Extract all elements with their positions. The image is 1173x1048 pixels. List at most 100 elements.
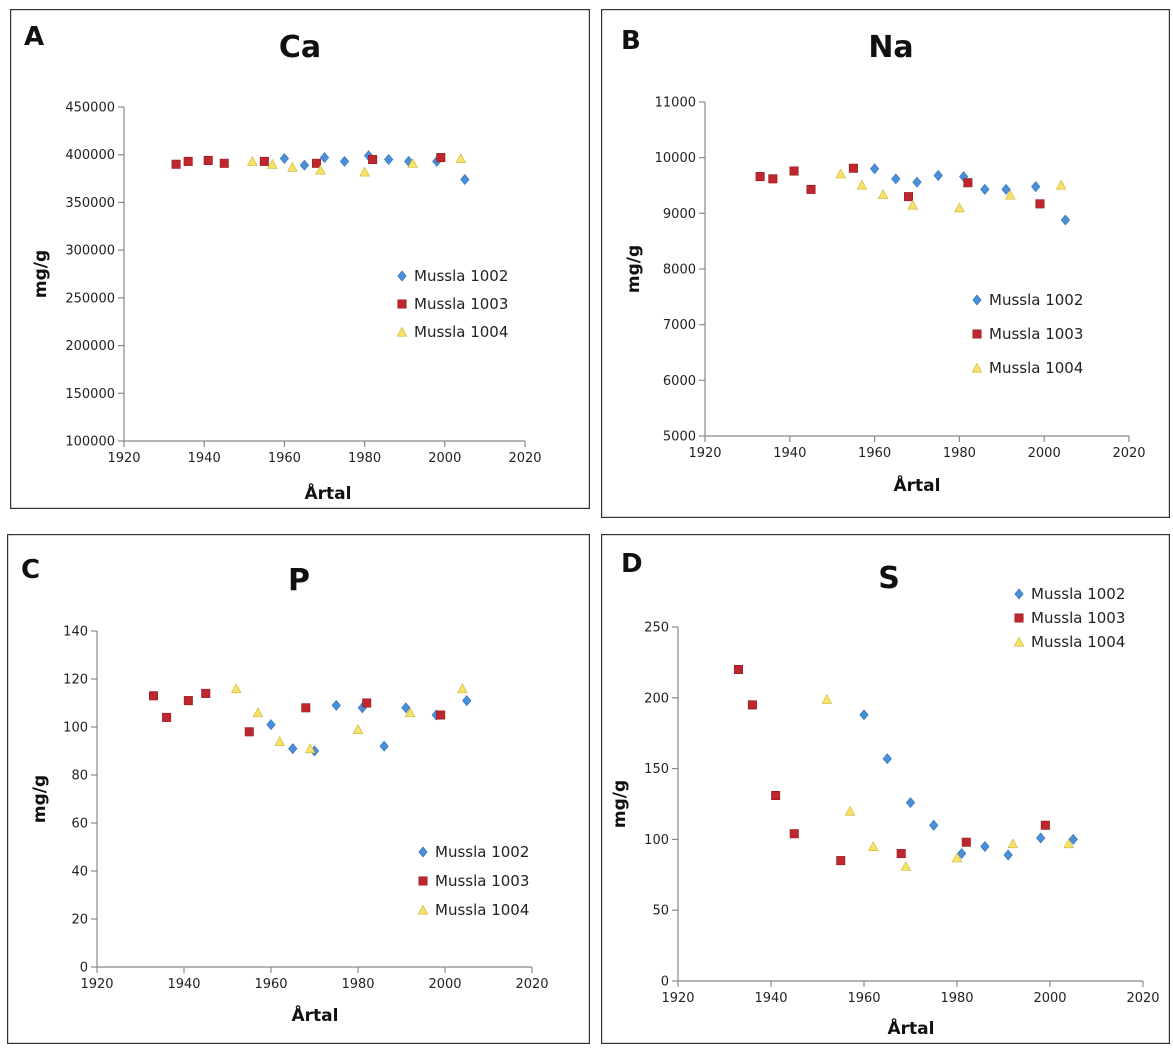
data-point [279, 153, 289, 164]
data-point [352, 724, 364, 734]
data-point [407, 157, 419, 168]
data-point [1007, 838, 1019, 849]
data-point [1060, 214, 1070, 226]
x-tick-label: 1980 [943, 446, 976, 461]
legend-marker [972, 329, 982, 339]
y-tick-label: 120 [63, 673, 88, 688]
data-point [339, 155, 350, 167]
data-point [905, 797, 916, 809]
series-mussla-1004 [821, 693, 1074, 871]
data-point [859, 709, 869, 721]
data-point [912, 176, 922, 188]
data-point [929, 819, 939, 831]
data-point [455, 153, 467, 164]
panel-letter: B [621, 26, 641, 56]
x-tick-label: 2020 [1112, 446, 1145, 461]
chart-panel-b: B Na 5000 6000 7000 8000 9000 10000 11000 1920 194… [601, 9, 1170, 518]
x-tick-label: 1920 [107, 451, 140, 466]
data-point [1001, 183, 1011, 195]
data-point [359, 166, 370, 177]
data-point [891, 173, 901, 185]
x-tick-label: 1960 [858, 446, 891, 461]
x-tick-label: 2000 [1033, 991, 1066, 1006]
chart-panel-d: D S 0 50 100 150 200 250 1920 1940 1960 1980 2000 202… [601, 534, 1170, 1044]
legend-label: Mussla 1004 [435, 901, 529, 919]
data-point [771, 791, 781, 801]
x-tick-label: 1940 [773, 446, 806, 461]
data-point [247, 156, 258, 166]
data-point [1055, 179, 1067, 190]
y-tick-label: 140 [63, 625, 88, 640]
y-axis-label: mg/g [610, 780, 630, 828]
y-tick-label: 7000 [663, 318, 696, 333]
x-tick-label: 2000 [428, 977, 461, 992]
data-point [755, 172, 765, 182]
panel-letter: C [21, 555, 40, 585]
x-axis-label: Årtal [888, 1016, 935, 1039]
panel-frame [601, 534, 1170, 1044]
data-point [301, 703, 311, 713]
data-point [768, 174, 778, 184]
y-tick-label: 150000 [65, 387, 115, 402]
y-tick-label: 300000 [65, 244, 115, 259]
y-tick-label: 150 [644, 762, 669, 777]
legend-marker [417, 904, 429, 915]
data-point [1040, 820, 1050, 830]
chart-panel-c: C P 0 20 40 60 80 100 120 140 1920 1940 1960 1980 2000… [7, 534, 590, 1044]
data-point [904, 192, 914, 202]
series-mussla-1002 [870, 163, 1070, 226]
chart-title: Ca [279, 30, 321, 65]
data-point [835, 168, 846, 179]
y-tick-label: 0 [661, 975, 669, 990]
x-tick-label: 1940 [188, 451, 221, 466]
data-point [331, 699, 341, 711]
data-point [821, 693, 833, 704]
data-point [877, 189, 889, 199]
data-point [162, 712, 172, 722]
data-point [900, 860, 912, 871]
legend-label: Mussla 1003 [1031, 609, 1125, 627]
legend-label: Mussla 1003 [435, 872, 529, 890]
data-point [933, 170, 943, 181]
data-point [867, 841, 879, 851]
data-point [870, 163, 880, 175]
y-tick-label: 5000 [663, 430, 696, 445]
y-tick-label: 9000 [663, 207, 696, 222]
y-tick-label: 40 [71, 865, 88, 880]
legend-label: Mussla 1002 [1031, 585, 1125, 603]
data-point [1063, 838, 1074, 849]
data-point [183, 156, 193, 166]
x-tick-label: 1960 [847, 991, 880, 1006]
y-tick-label: 20 [71, 913, 88, 928]
data-point [963, 178, 973, 188]
data-point [299, 159, 310, 171]
legend-label: Mussla 1002 [989, 291, 1083, 309]
legend-marker [971, 362, 983, 373]
data-point [311, 158, 321, 168]
data-point [856, 179, 868, 190]
x-tick-label: 2020 [515, 977, 548, 992]
data-point [183, 696, 193, 706]
data-point [230, 683, 242, 694]
data-point [1003, 849, 1013, 861]
data-point [457, 683, 468, 694]
legend-label: Mussla 1004 [989, 359, 1083, 377]
y-tick-label: 200 [644, 691, 669, 706]
data-point [1068, 833, 1078, 845]
chart-panel-a: A Ca 100000 150000 200000 250000 300000 350000 4… [10, 9, 590, 509]
chart-title: P [288, 563, 310, 598]
data-point [957, 848, 967, 860]
data-point [384, 154, 394, 165]
y-tick-label: 100 [63, 721, 88, 736]
chart-title: Na [868, 30, 913, 65]
chart-title: S [878, 561, 900, 596]
panel-frame [601, 9, 1170, 518]
legend-label: Mussla 1003 [414, 295, 508, 313]
data-point [980, 841, 990, 852]
series-mussla-1003 [733, 664, 1050, 866]
legend-label: Mussla 1004 [414, 323, 508, 341]
legend-label: Mussla 1004 [1031, 633, 1125, 651]
x-axis-label: Årtal [305, 481, 352, 504]
legend-marker [1014, 613, 1024, 623]
data-point [806, 184, 816, 194]
